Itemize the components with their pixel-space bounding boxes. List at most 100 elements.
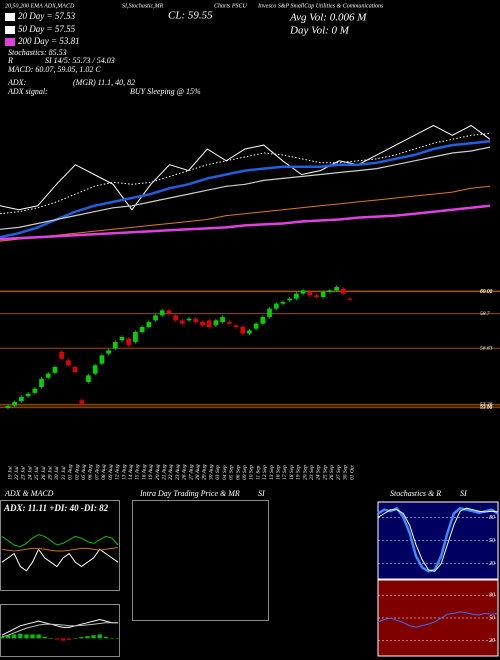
x-tick-label: 24 Jul bbox=[26, 466, 33, 480]
x-tick-label: 28 Aug bbox=[195, 464, 201, 480]
candle-body bbox=[340, 288, 346, 294]
candle-body bbox=[267, 308, 272, 317]
candle-body bbox=[12, 402, 18, 406]
x-tick-label: 26 Aug bbox=[182, 464, 188, 480]
histogram-bar bbox=[73, 638, 78, 639]
candle-body bbox=[206, 320, 212, 327]
x-tick-label: 26 Jul bbox=[41, 466, 47, 480]
panel-title: ADX & MACD bbox=[4, 489, 54, 498]
level-label: 60.06 bbox=[480, 288, 493, 294]
histogram-bar bbox=[36, 634, 41, 639]
level-label: 56.63 bbox=[480, 345, 493, 351]
candle-body bbox=[106, 350, 111, 354]
histogram-bar bbox=[97, 634, 102, 639]
candle-body bbox=[19, 397, 24, 402]
series-line bbox=[1, 622, 118, 638]
header-text: Day Vol: 0 M bbox=[289, 25, 350, 37]
x-tick-label: 12 Sep bbox=[262, 465, 268, 480]
header-text: 50 Day = 57.55 bbox=[18, 24, 76, 34]
histogram-bar bbox=[54, 638, 60, 640]
y-tick-label: 80 bbox=[489, 593, 495, 599]
x-tick-label: 01 Oct bbox=[349, 465, 355, 480]
panel-title: Stochastics & R bbox=[390, 489, 441, 498]
panel-subtitle: SI bbox=[258, 489, 265, 498]
panel-frame bbox=[0, 604, 120, 657]
series-line bbox=[0, 124, 491, 211]
y-tick-label: 20 bbox=[489, 638, 495, 644]
histogram-bar bbox=[103, 636, 108, 639]
header-text: SI 14/5: 55.73 / 54.03 bbox=[45, 56, 115, 65]
level-label: 53.06 bbox=[480, 405, 493, 411]
candle-body bbox=[260, 317, 266, 324]
series-line bbox=[1, 547, 119, 552]
x-tick-label: 13 Sep bbox=[269, 465, 275, 480]
candle-body bbox=[180, 320, 185, 324]
histogram-bar bbox=[109, 638, 115, 639]
candle-body bbox=[287, 298, 292, 301]
candle-body bbox=[186, 318, 192, 321]
y-tick-label: 20 bbox=[489, 561, 495, 567]
x-tick-label: 19 Jul bbox=[7, 466, 13, 480]
histogram-bar bbox=[5, 635, 11, 639]
candle-body bbox=[314, 295, 319, 297]
candle-body bbox=[139, 327, 145, 332]
series-line bbox=[1, 534, 119, 548]
panel-subtitle: SI bbox=[460, 489, 467, 498]
header-text: MACD: 60.07, 59.05, 1.02 C bbox=[7, 65, 101, 74]
x-tick-label: 30 Sep bbox=[343, 465, 349, 481]
header-text: SI,Stochastic,MR bbox=[122, 3, 164, 9]
candle-body bbox=[59, 352, 64, 359]
x-tick-label: 20 Sep bbox=[302, 465, 308, 480]
x-tick-label: 23 Sep bbox=[309, 465, 315, 480]
series-line bbox=[0, 139, 491, 239]
header-text: ADX signal: bbox=[7, 87, 48, 96]
x-tick-label: 24 Sep bbox=[315, 465, 322, 480]
x-tick-label: 11 Sep bbox=[255, 465, 261, 480]
x-tick-label: 09 Sep bbox=[242, 465, 248, 480]
x-tick-label: 27 Aug bbox=[188, 464, 194, 480]
histogram-bar bbox=[42, 636, 47, 639]
candle-body bbox=[166, 310, 172, 314]
candle-body bbox=[146, 322, 152, 327]
histogram-bar bbox=[115, 638, 121, 639]
level-label: 58.7 bbox=[480, 311, 490, 317]
x-tick-label: 02 Aug bbox=[74, 464, 80, 480]
candle-body bbox=[126, 338, 132, 346]
candle-body bbox=[247, 330, 252, 334]
series-line bbox=[377, 611, 499, 628]
candle-body bbox=[347, 298, 353, 300]
histogram-bar bbox=[12, 634, 17, 639]
x-tick-label: 29 Aug bbox=[202, 464, 208, 480]
legend-swatch bbox=[5, 26, 15, 34]
x-tick-label: 31 Jul bbox=[61, 466, 67, 481]
x-tick-label: 15 Aug bbox=[135, 464, 141, 480]
candle-body bbox=[112, 342, 118, 349]
histogram-bar bbox=[67, 638, 72, 640]
candle-body bbox=[32, 388, 38, 393]
candle-body bbox=[307, 292, 313, 296]
x-tick-label: 12 Aug bbox=[115, 464, 121, 480]
x-tick-label: 30 Aug bbox=[208, 464, 214, 481]
x-tick-label: 29 Jul bbox=[48, 466, 54, 480]
x-tick-label: 25 Sep bbox=[322, 465, 328, 480]
x-tick-label: 07 Aug bbox=[94, 464, 100, 480]
candle-body bbox=[153, 315, 158, 321]
x-tick-label: 08 Aug bbox=[101, 464, 107, 480]
candle-body bbox=[193, 318, 199, 322]
candle-body bbox=[200, 322, 205, 326]
level-label: 60.02 bbox=[480, 289, 493, 295]
x-tick-label: 05 Sep bbox=[229, 465, 235, 480]
header-text: R bbox=[7, 56, 13, 65]
header-text: Stochastics: 85.53 bbox=[8, 48, 67, 57]
x-tick-label: 20 Aug bbox=[155, 464, 161, 480]
x-tick-label: 30 Jul bbox=[54, 466, 60, 481]
series-line bbox=[1, 548, 119, 572]
panel-frame bbox=[0, 500, 120, 591]
x-tick-label: 22 Aug bbox=[168, 464, 174, 480]
x-tick-label: 10 Sep bbox=[249, 465, 255, 480]
candle-body bbox=[327, 290, 333, 292]
x-tick-label: 19 Aug bbox=[148, 464, 154, 480]
x-tick-label: 21 Aug bbox=[162, 464, 168, 480]
x-tick-label: 27 Sep bbox=[336, 465, 342, 480]
